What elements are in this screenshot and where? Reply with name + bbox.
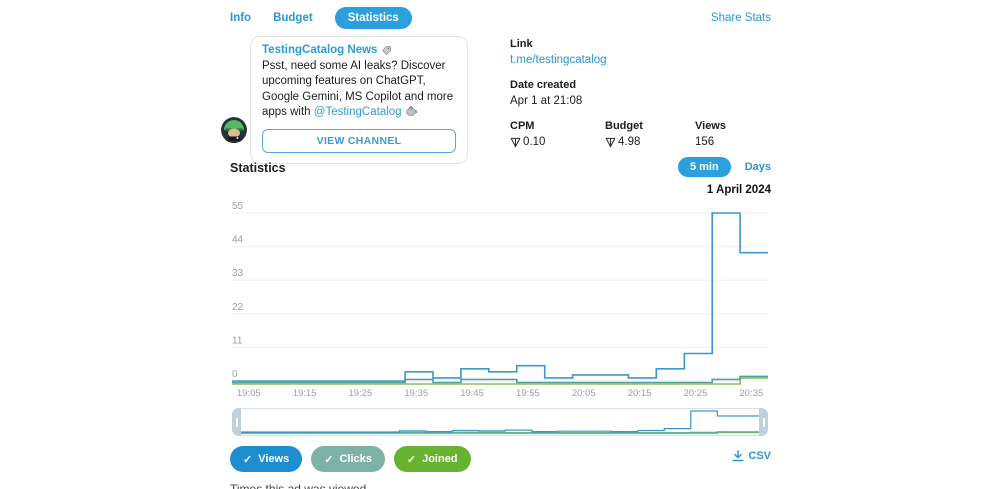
ad-details-panel: Link t.me/testingcatalog Date created Ap… — [510, 38, 771, 148]
chart-caption: Times this ad was viewed — [230, 482, 367, 489]
ton-currency-icon — [510, 137, 521, 148]
svg-text:20:05: 20:05 — [572, 388, 596, 399]
range-option-days[interactable]: Days — [744, 161, 771, 173]
content-column: Info Budget Statistics Share Stats Testi… — [215, 0, 771, 489]
budget-value: 4.98 — [605, 136, 695, 148]
svg-text:19:55: 19:55 — [516, 388, 540, 399]
channel-mention[interactable]: @TestingCatalog — [313, 106, 402, 119]
stats-chart-svg: 0 11 22 33 44 55 19:05 19:15 19:25 19:35 19:45 19:5… — [232, 201, 768, 399]
cpm-block: CPM 0.10 — [510, 120, 605, 148]
channel-name: TestingCatalog News — [262, 44, 378, 56]
budget-block: Budget 4.98 — [605, 120, 695, 148]
download-icon — [732, 450, 744, 462]
check-icon: ✓ — [324, 453, 334, 466]
label-tag-emoji-icon — [382, 45, 392, 55]
svg-text:19:25: 19:25 — [349, 388, 373, 399]
date-created-block: Date created Apr 1 at 21:08 — [510, 79, 771, 107]
legend-toggle-views[interactable]: ✓ Views — [230, 446, 303, 472]
ad-message-text: Psst, need some AI leaks? Discover upcom… — [262, 59, 456, 121]
date-created-value: Apr 1 at 21:08 — [510, 95, 583, 107]
svg-text:33: 33 — [232, 268, 244, 279]
svg-text:20:15: 20:15 — [628, 388, 652, 399]
legend-views-label: Views — [258, 453, 290, 465]
ad-text: Psst, need some AI leaks? Discover upcom… — [262, 60, 454, 119]
series-legend: ✓ Views ✓ Clicks ✓ Joined — [230, 446, 471, 472]
cpm-label: CPM — [510, 120, 535, 132]
legend-clicks-label: Clicks — [339, 453, 372, 465]
range-toggle: 5 min Days — [677, 157, 771, 177]
range-option-5min[interactable]: 5 min — [677, 157, 731, 177]
views-value: 156 — [695, 136, 726, 148]
svg-text:0: 0 — [232, 369, 238, 380]
scrubber-left-handle[interactable] — [232, 408, 241, 436]
share-stats-link[interactable]: Share Stats — [710, 12, 771, 24]
csv-label: CSV — [748, 450, 771, 462]
scrubber-preview-svg — [235, 410, 765, 435]
handle-notch — [235, 417, 238, 427]
svg-text:11: 11 — [232, 335, 243, 346]
view-channel-button[interactable]: VIEW CHANNEL — [262, 128, 456, 153]
chart-scrubber[interactable] — [232, 408, 768, 436]
stats-summary-row: CPM 0.10 Budget 4.98 — [510, 120, 771, 148]
tab-info[interactable]: Info — [230, 12, 252, 24]
svg-text:20:25: 20:25 — [684, 388, 708, 399]
tab-statistics[interactable]: Statistics — [334, 7, 412, 29]
date-created-label: Date created — [510, 79, 577, 91]
channel-avatar — [221, 117, 247, 143]
link-block: Link t.me/testingcatalog — [510, 38, 771, 66]
svg-text:22: 22 — [232, 302, 244, 313]
statistics-heading: Statistics — [230, 161, 286, 175]
legend-toggle-joined[interactable]: ✓ Joined — [393, 446, 471, 472]
tab-bar: Info Budget Statistics — [230, 7, 412, 29]
svg-text:55: 55 — [232, 201, 244, 212]
check-icon: ✓ — [243, 453, 253, 466]
legend-joined-label: Joined — [422, 453, 458, 465]
channel-title-row: TestingCatalog News — [262, 44, 456, 56]
svg-text:44: 44 — [232, 235, 244, 246]
check-icon: ✓ — [406, 453, 417, 466]
svg-text:20:35: 20:35 — [739, 388, 763, 399]
cpm-amount: 0.10 — [523, 136, 546, 148]
tab-budget[interactable]: Budget — [273, 12, 313, 24]
ad-preview-card: TestingCatalog News Psst, need some AI l… — [250, 36, 468, 164]
views-label: Views — [695, 120, 726, 132]
scrubber-right-handle[interactable] — [759, 408, 768, 436]
ton-currency-icon — [605, 137, 616, 148]
link-label: Link — [510, 38, 533, 50]
cpm-value: 0.10 — [510, 136, 605, 148]
views-block: Views 156 — [695, 120, 726, 148]
chart-date-label: 1 April 2024 — [706, 184, 771, 196]
download-csv-button[interactable]: CSV — [732, 450, 771, 462]
svg-text:19:45: 19:45 — [460, 388, 484, 399]
svg-text:19:15: 19:15 — [293, 388, 317, 399]
stats-chart: 0 11 22 33 44 55 19:05 19:15 19:25 19:35 19:45 19:5… — [215, 200, 771, 402]
legend-toggle-clicks[interactable]: ✓ Clicks — [311, 446, 385, 472]
budget-label: Budget — [605, 120, 643, 132]
avatar-image — [221, 117, 247, 143]
teapot-emoji-icon — [405, 105, 417, 117]
views-count: 156 — [695, 136, 715, 148]
budget-amount: 4.98 — [618, 136, 641, 148]
channel-link[interactable]: t.me/testingcatalog — [510, 54, 607, 66]
handle-notch — [762, 417, 765, 427]
svg-text:19:05: 19:05 — [237, 388, 261, 399]
svg-text:19:35: 19:35 — [404, 388, 428, 399]
